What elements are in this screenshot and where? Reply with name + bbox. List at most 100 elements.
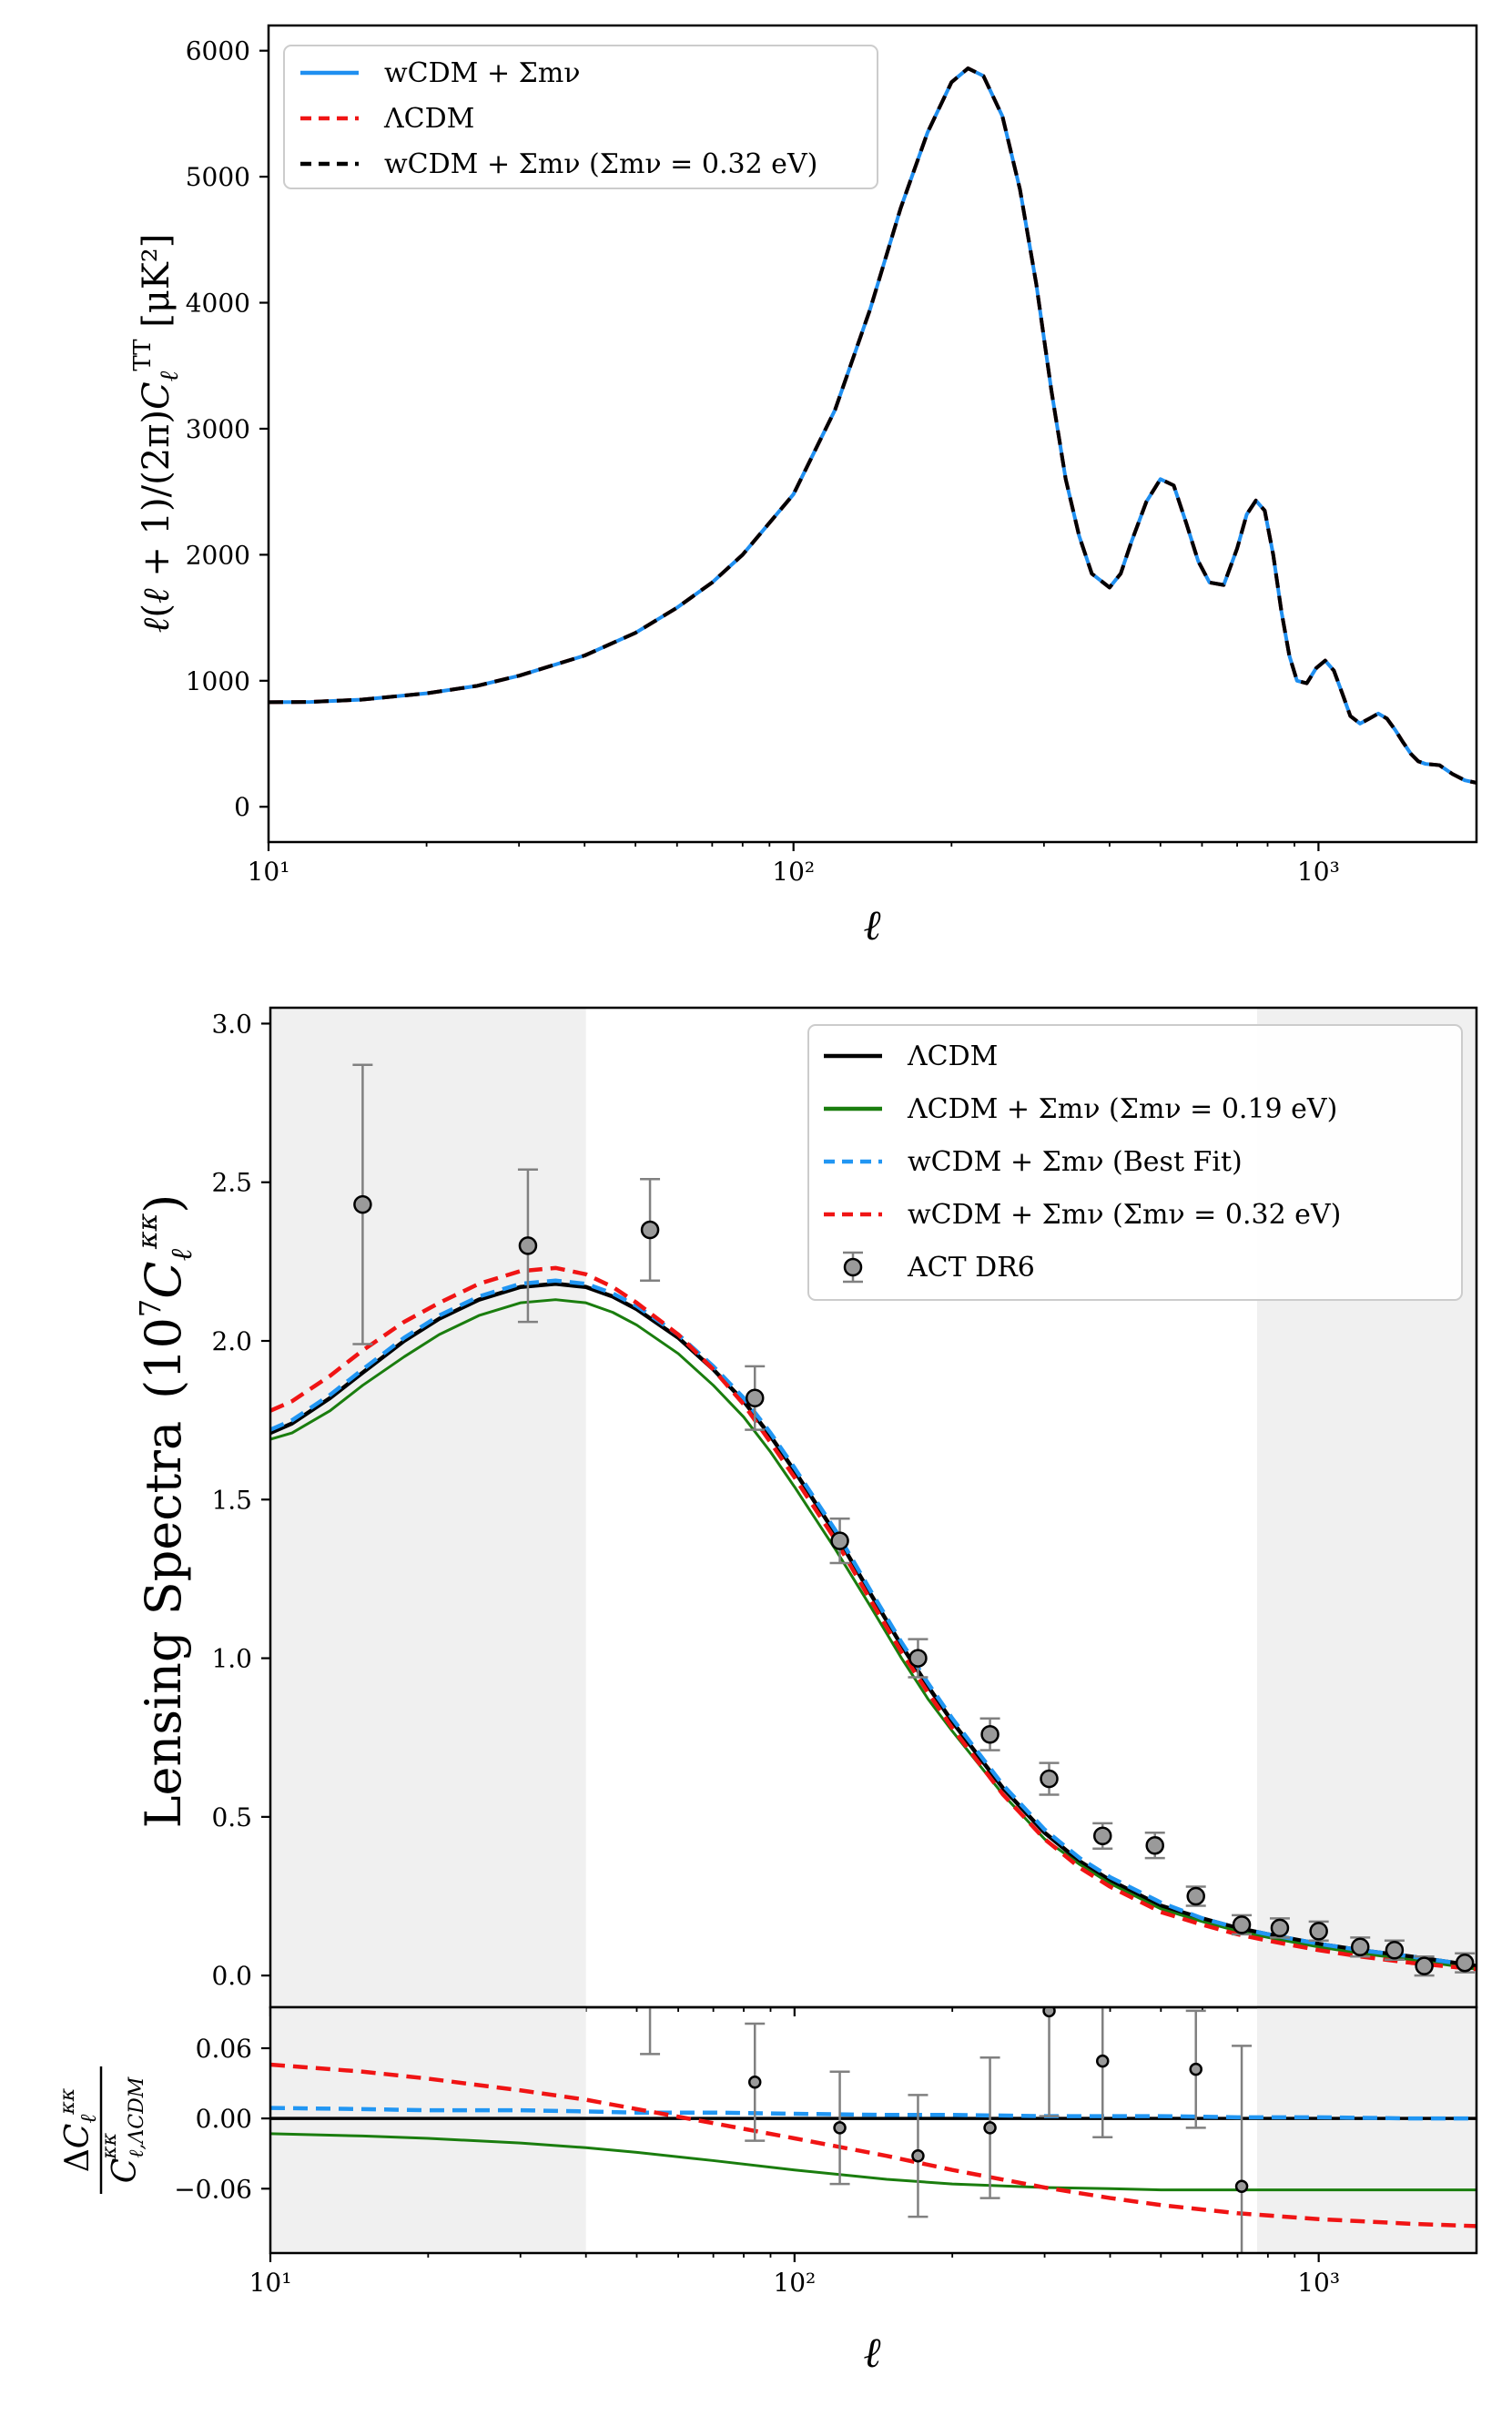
ratio-x-tick-label: 10¹ xyxy=(249,2268,292,2298)
lens-y-tick-label: 0.0 xyxy=(211,1961,252,1991)
lens-data-point-0 xyxy=(352,1063,373,1345)
lensing-legend-item-4: ACT DR6 xyxy=(843,1251,1035,1284)
ratio-panel: 10¹ 10² 10³ 0.06 0.00 −0.06 ℓ ΔCℓκκ Cℓ,ΛCDMκκ xyxy=(56,2005,1478,2377)
lensing-spectrum-panel: 0.0 0.5 1.0 1.5 2.0 2.5 3.0 Lensing Spectra(10… xyxy=(132,1006,1478,2016)
ratio-x-tick-label: 10² xyxy=(773,2268,816,2298)
tt-legend-label-1: ΛCDM xyxy=(383,103,474,135)
lens-data-point-2 xyxy=(640,1177,661,1283)
lens-y-tick-label: 1.5 xyxy=(211,1485,252,1515)
tt-legend: wCDM + Σmν ΛCDM wCDM + Σmν (Σmν = 0.32 eV) xyxy=(283,45,878,189)
tt-x-tick-label: 10² xyxy=(772,857,815,887)
lens-data-point-15 xyxy=(1384,1939,1405,1961)
lens-series-line-2 xyxy=(270,1278,1476,1968)
tt-legend-item-0: wCDM + Σmν xyxy=(300,57,581,89)
lens-data-point-12 xyxy=(1269,1917,1290,1939)
tt-x-axis-label: ℓ xyxy=(863,900,881,949)
lens-data-point-9 xyxy=(1144,1832,1165,1860)
tt-y-tick-label: 6000 xyxy=(186,36,250,66)
lensing-y-axis-label: Lensing Spectra(107Cℓκκ) xyxy=(132,1194,198,1829)
tt-y-tick-label: 1000 xyxy=(186,666,250,696)
lens-data-point-16 xyxy=(1414,1954,1435,1977)
lens-data-point-13 xyxy=(1308,1920,1329,1943)
ratio-y-tick-label: 0.06 xyxy=(196,2034,252,2064)
lensing-legend-item-3: wCDM + Σmν (Σmν = 0.32 eV) xyxy=(824,1199,1341,1231)
lensing-legend: ΛCDM ΛCDM + Σmν (Σmν = 0.19 eV) wCDM + Σmν… xyxy=(807,1024,1463,1301)
lensing-axes: 0.0 0.5 1.0 1.5 2.0 2.5 3.0 xyxy=(211,1009,1320,2016)
lens-data-point-14 xyxy=(1350,1936,1371,1958)
ratio-shaded-region-1 xyxy=(1257,2007,1476,2253)
lens-y-tick-label: 3.0 xyxy=(211,1009,252,1039)
svg-text:ΔCℓκκ: ΔCℓκκ xyxy=(56,2087,101,2172)
lens-data-point-4 xyxy=(829,1517,850,1565)
lens-y-tick-label: 1.0 xyxy=(211,1644,252,1674)
lens-y-tick-label: 0.5 xyxy=(211,1802,252,1832)
ratio-series-line-2 xyxy=(270,2106,1476,2121)
ratio-data-point-0 xyxy=(640,2007,661,2056)
ratio-y-tick-label: 0.00 xyxy=(196,2104,252,2134)
tt-y-tick-label: 0 xyxy=(234,792,250,822)
tt-plot-area xyxy=(269,66,1476,785)
ratio-data-point-7 xyxy=(1185,2009,1206,2129)
ratio-data-point-8 xyxy=(1232,2045,1253,2253)
ratio-data-layer xyxy=(270,2007,1476,2253)
ratio-data-point-4 xyxy=(979,2056,1000,2199)
lens-data-point-1 xyxy=(517,1168,538,1324)
lensing-legend-label-3: wCDM + Σmν (Σmν = 0.32 eV) xyxy=(908,1199,1341,1231)
ratio-shaded-region-0 xyxy=(270,2007,586,2253)
lensing-legend-label-0: ΛCDM xyxy=(907,1041,998,1072)
ratio-data-point-2 xyxy=(829,2070,850,2186)
lens-plot-area xyxy=(270,1008,1476,2007)
lensing-legend-item-1: ΛCDM + Σmν (Σmν = 0.19 eV) xyxy=(824,1093,1337,1125)
tt-y-tick-label: 2000 xyxy=(186,540,250,570)
ratio-data-point-6 xyxy=(1092,2007,1113,2138)
ratio-data-point-1 xyxy=(745,2022,766,2142)
lens-data-point-5 xyxy=(908,1638,929,1679)
lens-series-line-3 xyxy=(270,1265,1476,1972)
tt-y-tick-label: 3000 xyxy=(186,414,250,444)
lens-data-point-10 xyxy=(1185,1885,1206,1907)
svg-text:Cℓ,ΛCDMκκ: Cℓ,ΛCDMκκ xyxy=(98,2076,148,2183)
lensing-legend-label-4: ACT DR6 xyxy=(907,1252,1035,1284)
tt-axes: 10¹ 10² 10³ 0 1000 2000 3000 4000 5000 6000 xyxy=(186,36,1340,887)
ratio-plot-area xyxy=(270,2007,1476,2253)
ratio-axes: 10¹ 10² 10³ 0.06 0.00 −0.06 xyxy=(174,2034,1340,2298)
lens-data-point-8 xyxy=(1092,1822,1113,1850)
tt-y-tick-label: 4000 xyxy=(186,289,250,319)
tt-data-layer xyxy=(269,66,1476,785)
tt-spectrum-panel: 10¹ 10² 10³ 0 1000 2000 3000 4000 5000 6000 ℓ ℓ(ℓ… xyxy=(129,24,1478,949)
tt-legend-item-1: ΛCDM xyxy=(300,103,474,135)
lens-data-point-7 xyxy=(1039,1761,1060,1796)
lens-data-point-17 xyxy=(1455,1952,1476,1974)
lens-y-tick-label: 2.5 xyxy=(211,1168,252,1198)
ratio-y-axis-label: ΔCℓκκ Cℓ,ΛCDMκκ xyxy=(56,2066,148,2194)
ratio-series-line-1 xyxy=(270,2132,1476,2192)
lens-y-tick-label: 2.0 xyxy=(211,1326,252,1356)
lensing-legend-item-0: ΛCDM xyxy=(824,1041,998,1072)
lens-data-point-11 xyxy=(1232,1914,1253,1936)
ratio-plot-frame xyxy=(269,2005,1478,2255)
lensing-legend-label-2: wCDM + Σmν (Best Fit) xyxy=(908,1146,1243,1178)
lens-data-point-6 xyxy=(979,1717,1000,1751)
tt-y-tick-label: 5000 xyxy=(186,162,250,192)
tt-legend-item-2: wCDM + Σmν (Σmν = 0.32 eV) xyxy=(300,148,817,180)
tt-legend-label-0: wCDM + Σmν xyxy=(384,57,581,89)
ratio-y-tick-label: −0.06 xyxy=(174,2174,252,2204)
tt-series-line-2 xyxy=(269,66,1476,785)
tt-x-tick-label: 10¹ xyxy=(248,857,290,887)
lens-series-line-1 xyxy=(270,1298,1476,1971)
ratio-data-point-5 xyxy=(1039,2007,1060,2117)
ratio-series-line-3 xyxy=(270,2062,1476,2228)
tt-legend-label-2: wCDM + Σmν (Σmν = 0.32 eV) xyxy=(384,148,817,180)
tt-plot-frame xyxy=(267,24,1478,844)
lens-shaded-region-0 xyxy=(270,1008,586,2007)
ratio-x-axis-label: ℓ xyxy=(863,2328,881,2377)
tt-legend-frame xyxy=(283,45,878,189)
lens-data-point-3 xyxy=(745,1365,766,1431)
ratio-x-tick-label: 10³ xyxy=(1297,2268,1340,2298)
lensing-legend-label-1: ΛCDM + Σmν (Σmν = 0.19 eV) xyxy=(907,1093,1337,1125)
tt-y-axis-label: ℓ(ℓ + 1)/(2π)CℓTT [μK²] xyxy=(129,234,184,634)
lensing-legend-frame xyxy=(807,1024,1463,1301)
lensing-data-layer xyxy=(270,1008,1476,2007)
lensing-legend-item-2: wCDM + Σmν (Best Fit) xyxy=(824,1146,1243,1178)
